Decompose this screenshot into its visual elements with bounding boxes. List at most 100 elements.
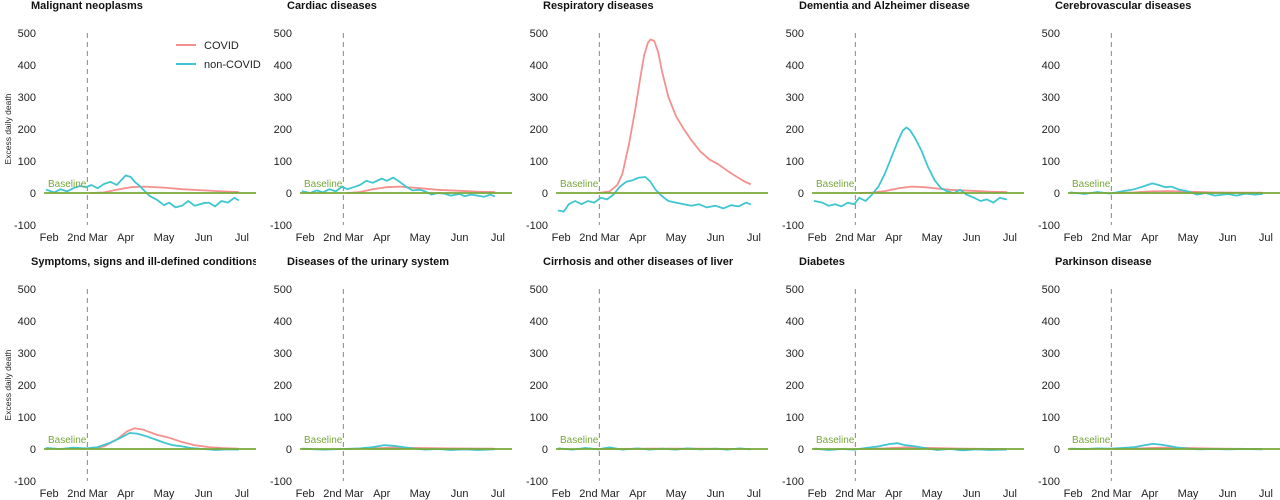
series-covid-line <box>858 185 1007 194</box>
y-tick-label: 300 <box>274 348 292 360</box>
y-tick-label: -100 <box>1038 476 1060 488</box>
y-tick-label: -100 <box>270 220 292 232</box>
y-tick-label: 300 <box>1042 348 1060 360</box>
x-tick-label: Jul <box>491 488 505 500</box>
x-tick-label-vline: 2nd Mar <box>579 488 620 500</box>
x-tick-label: Jun <box>451 488 469 500</box>
x-tick-label: Jul <box>1003 488 1017 500</box>
y-tick-label: 100 <box>18 156 36 168</box>
x-tick-label: Feb <box>552 232 571 244</box>
x-tick-label: Jul <box>491 232 505 244</box>
series-non-covid-line <box>301 176 496 198</box>
series-covid-line <box>90 185 240 194</box>
y-tick-label: 100 <box>786 412 804 424</box>
x-tick-label: May <box>154 232 175 244</box>
y-tick-label: 100 <box>786 156 804 168</box>
x-tick-label: Jun <box>963 232 981 244</box>
y-tick-label: 200 <box>786 380 804 392</box>
x-tick-label-vline: 2nd Mar <box>323 232 364 244</box>
panel-5: Cerebrovascular diseases -100 0 100 200 300 40… <box>1038 0 1280 244</box>
y-tick-label: 400 <box>274 316 292 328</box>
y-tick-label: 500 <box>274 28 292 40</box>
panel-title: Diseases of the urinary system <box>287 256 449 268</box>
panel-10: Parkinson disease -100 0 100 200 300 400 500 Feb… <box>1038 256 1280 500</box>
panel-title: Cerebrovascular diseases <box>1055 0 1191 12</box>
y-tick-label: 200 <box>274 124 292 136</box>
x-tick-label: Feb <box>808 488 827 500</box>
panel-title: Malignant neoplasms <box>31 0 143 12</box>
baseline-label: Baseline <box>304 435 343 446</box>
y-tick-label: 300 <box>530 92 548 104</box>
panel-title: Cardiac diseases <box>287 0 377 12</box>
y-tick-label: 100 <box>274 412 292 424</box>
x-tick-label: May <box>410 232 431 244</box>
series-covid-line <box>90 427 240 450</box>
y-tick-label: 400 <box>18 316 36 328</box>
y-tick-label: 0 <box>286 188 292 200</box>
y-tick-label: 200 <box>530 124 548 136</box>
y-tick-label: 0 <box>286 444 292 456</box>
y-tick-label: 100 <box>530 412 548 424</box>
y-tick-label: 400 <box>1042 60 1060 72</box>
y-tick-label: 300 <box>18 92 36 104</box>
x-tick-label: Jul <box>235 232 249 244</box>
x-tick-label: Feb <box>296 488 315 500</box>
baseline-label: Baseline <box>560 435 599 446</box>
x-tick-label: Jun <box>1219 232 1237 244</box>
y-tick-label: 100 <box>1042 412 1060 424</box>
y-tick-label: 500 <box>1042 284 1060 296</box>
y-tick-label: 0 <box>1054 188 1060 200</box>
panel-title: Respiratory diseases <box>543 0 654 12</box>
y-tick-label: -100 <box>526 220 548 232</box>
series-covid-line <box>597 38 751 194</box>
y-tick-label: 500 <box>786 284 804 296</box>
legend-entry: COVID <box>204 40 239 52</box>
x-tick-label: Jun <box>707 488 725 500</box>
panel-2: Cardiac diseases -100 0 100 200 300 400 500 Feb A… <box>270 0 512 244</box>
y-tick-label: 100 <box>274 156 292 168</box>
x-tick-label-vline: 2nd Mar <box>1091 488 1132 500</box>
y-tick-label: 500 <box>530 28 548 40</box>
baseline-label: Baseline <box>816 179 855 190</box>
x-tick-label: Jun <box>1219 488 1237 500</box>
y-tick-label: -100 <box>782 220 804 232</box>
baseline-label: Baseline <box>816 435 855 446</box>
baseline-label: Baseline <box>48 179 87 190</box>
y-tick-label: 500 <box>530 284 548 296</box>
y-tick-label: 200 <box>530 380 548 392</box>
y-tick-label: -100 <box>14 476 36 488</box>
x-tick-label: Feb <box>1064 488 1083 500</box>
x-tick-label: Apr <box>373 488 390 500</box>
y-axis-title: Excess daily death <box>3 93 13 164</box>
x-tick-label-vline: 2nd Mar <box>835 488 876 500</box>
panel-title: Parkinson disease <box>1055 256 1152 268</box>
series-non-covid-line <box>45 174 240 209</box>
y-tick-label: 400 <box>274 60 292 72</box>
x-tick-label: Feb <box>1064 232 1083 244</box>
panel-title: Dementia and Alzheimer disease <box>799 0 970 12</box>
y-tick-label: 0 <box>798 444 804 456</box>
x-tick-label: Jul <box>747 232 761 244</box>
y-tick-label: 300 <box>786 92 804 104</box>
x-tick-label: Jul <box>1003 232 1017 244</box>
x-tick-label: Apr <box>885 488 902 500</box>
x-tick-label: Feb <box>40 232 59 244</box>
x-tick-label: Apr <box>117 232 134 244</box>
x-tick-label: Apr <box>373 232 390 244</box>
panel-8: Cirrhosis and other diseases of liver -10… <box>526 256 768 500</box>
series-non-covid-line <box>557 176 751 213</box>
x-tick-label: Jul <box>235 488 249 500</box>
x-tick-label-vline: 2nd Mar <box>835 232 876 244</box>
x-tick-label: Jun <box>963 488 981 500</box>
y-tick-label: 200 <box>18 124 36 136</box>
y-tick-label: 200 <box>1042 124 1060 136</box>
baseline-label: Baseline <box>1072 435 1111 446</box>
y-tick-label: -100 <box>1038 220 1060 232</box>
panel-3: Respiratory diseases -100 0 100 200 300 400 500… <box>526 0 768 244</box>
y-tick-label: 400 <box>786 316 804 328</box>
y-tick-label: -100 <box>526 476 548 488</box>
x-tick-label: Jul <box>1259 232 1273 244</box>
series-covid-line <box>346 185 496 194</box>
y-tick-label: 500 <box>786 28 804 40</box>
